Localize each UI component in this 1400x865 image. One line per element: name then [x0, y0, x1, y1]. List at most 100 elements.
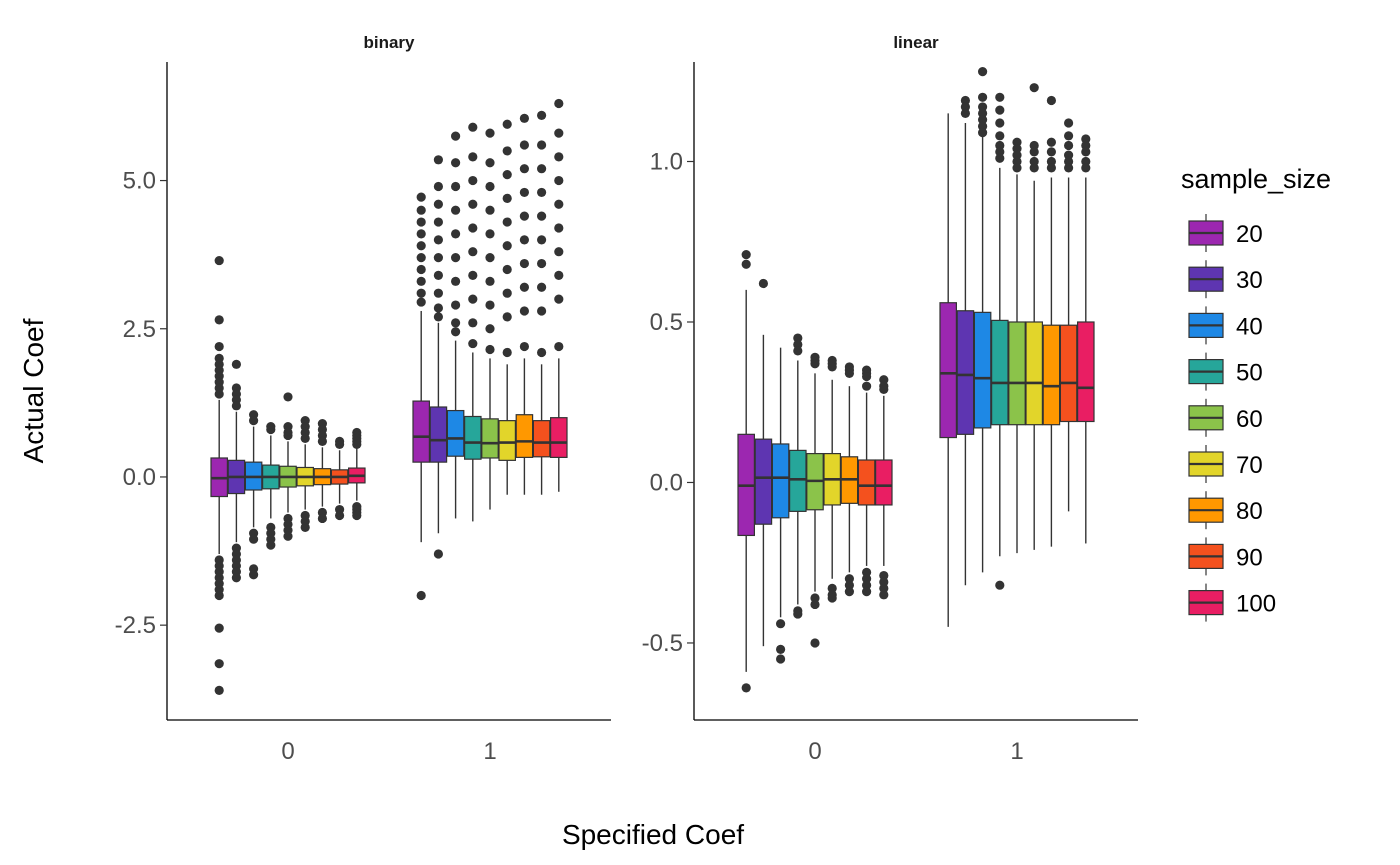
outlier-point — [416, 276, 426, 286]
outlier-point — [758, 278, 769, 289]
box-linear-1-80 — [1042, 95, 1061, 547]
outlier-point — [502, 312, 512, 322]
iqr-box — [857, 459, 876, 506]
iqr-box — [1059, 324, 1078, 423]
outlier-point — [960, 108, 971, 118]
iqr-box — [1008, 321, 1026, 426]
outlier-point — [451, 131, 461, 141]
outlier-point — [519, 306, 530, 316]
outlier-point — [995, 580, 1005, 590]
outlier-point — [978, 67, 988, 77]
outlier-point — [451, 181, 461, 192]
box-linear-0-60 — [806, 352, 824, 648]
outlier-point — [485, 324, 495, 334]
outlier-point — [537, 258, 547, 269]
legend-label: 70 — [1236, 452, 1263, 479]
outlier-point — [879, 583, 889, 594]
box-linear-0-30 — [754, 278, 773, 647]
outlier-point — [879, 375, 889, 385]
legend-item-50: 50 — [1188, 352, 1263, 391]
outlier-point — [741, 249, 751, 260]
iqr-box — [754, 438, 773, 525]
outlier-point — [468, 223, 478, 233]
outlier-point — [433, 549, 443, 559]
outlier-point — [214, 315, 224, 325]
outlier-point — [214, 341, 224, 352]
iqr-box — [874, 459, 893, 506]
iqr-box — [549, 417, 568, 458]
iqr-box — [464, 415, 482, 460]
outlier-point — [519, 187, 530, 198]
outlier-point — [468, 318, 478, 328]
legend-label: 90 — [1236, 544, 1263, 571]
box-linear-1-100 — [1076, 134, 1095, 544]
outlier-point — [416, 217, 426, 227]
outlier-point — [844, 368, 855, 378]
panel-binary: binary -2.5 0.0 2.5 5.0 0 1 — [115, 33, 611, 765]
outlier-point — [554, 294, 564, 304]
iqr-box — [498, 420, 516, 461]
outlier-point — [416, 590, 426, 601]
iqr-box — [973, 311, 992, 429]
legend-label: 20 — [1236, 221, 1263, 248]
box-linear-1-40 — [973, 67, 992, 573]
outlier-point — [827, 362, 837, 372]
outlier-point — [793, 333, 803, 343]
outlier-point — [844, 574, 855, 584]
legend-item-80: 80 — [1188, 491, 1263, 530]
box-linear-0-80 — [840, 362, 859, 597]
outlier-point — [1064, 131, 1074, 141]
box-linear-0-100 — [874, 375, 893, 600]
outlier-point — [879, 570, 889, 581]
outlier-point — [502, 288, 512, 298]
legend-label: 50 — [1236, 360, 1263, 387]
outlier-point — [537, 110, 547, 120]
outlier-point — [451, 205, 461, 215]
outlier-point — [249, 416, 259, 426]
outlier-point — [554, 152, 564, 162]
outlier-point — [519, 211, 530, 221]
binary-x-tick-1: 1 — [483, 738, 496, 765]
outlier-point — [451, 300, 461, 310]
outlier-point — [960, 102, 971, 112]
outlier-point — [1012, 156, 1022, 167]
outlier-point — [995, 105, 1005, 115]
iqr-box — [788, 449, 807, 512]
binary-x-tick-0: 0 — [281, 738, 294, 765]
outlier-point — [879, 590, 889, 600]
box-binary-1-20 — [412, 192, 430, 601]
outlier-point — [519, 164, 530, 174]
outlier-point — [1064, 118, 1074, 128]
outlier-point — [300, 522, 310, 532]
outlier-point — [317, 513, 327, 524]
iqr-box — [1042, 324, 1061, 426]
y-tick-label: 0.0 — [650, 469, 683, 496]
y-tick-label: 5.0 — [123, 168, 156, 195]
iqr-box — [412, 400, 430, 463]
outlier-point — [231, 359, 241, 369]
outlier-point — [433, 155, 443, 165]
box-binary-0-90 — [330, 436, 349, 521]
y-tick-label: 1.0 — [650, 149, 683, 176]
box-binary-1-80 — [515, 113, 534, 495]
outlier-point — [416, 264, 426, 275]
outlier-point — [335, 439, 345, 449]
iqr-box — [515, 414, 534, 458]
box-binary-0-70 — [296, 416, 314, 532]
box-binary-0-60 — [279, 392, 297, 541]
y-axis-title: Actual Coef — [18, 318, 49, 463]
legend-item-30: 30 — [1188, 260, 1263, 299]
outlier-point — [485, 128, 495, 138]
outlier-point — [741, 683, 751, 693]
outlier-point — [433, 312, 443, 322]
outlier-point — [537, 306, 547, 316]
outlier-point — [1012, 137, 1022, 147]
outlier-point — [554, 98, 564, 109]
box-binary-1-30 — [429, 155, 448, 559]
outlier-point — [283, 392, 293, 402]
outlier-point — [995, 118, 1005, 128]
outlier-point — [266, 424, 276, 435]
strip-label-binary: binary — [363, 33, 415, 52]
outlier-point — [451, 327, 461, 337]
outlier-point — [519, 258, 530, 269]
